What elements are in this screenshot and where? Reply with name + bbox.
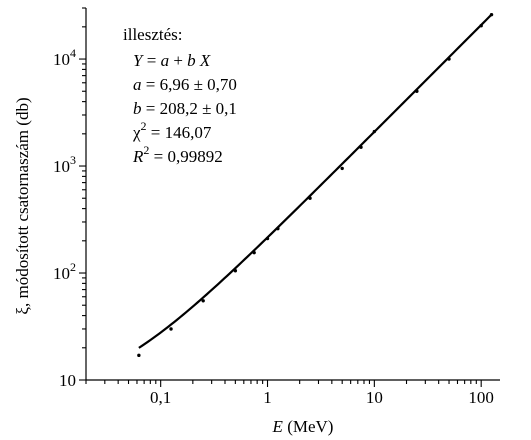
y-tick-label: 103 xyxy=(53,153,76,176)
x-axis-title: E (MeV) xyxy=(272,417,334,436)
data-point xyxy=(479,23,483,28)
axes xyxy=(85,8,500,381)
data-point xyxy=(340,166,344,171)
data-point xyxy=(233,269,238,273)
data-point xyxy=(265,236,270,241)
fit-line-text: Y = a + b X xyxy=(133,51,211,70)
data-point xyxy=(447,57,451,61)
y-tick-label: 10 xyxy=(59,371,76,390)
fit-line-text: b = 208,2 ± 0,1 xyxy=(133,99,237,118)
fit-line-text: R2 = 0,99892 xyxy=(132,143,223,166)
data-point xyxy=(308,196,312,200)
x-tick-label: 0,1 xyxy=(150,388,171,407)
x-tick-label: 10 xyxy=(366,388,383,407)
data-point xyxy=(276,226,280,231)
x-tick-label: 100 xyxy=(468,388,494,407)
data-point xyxy=(372,129,377,134)
data-point xyxy=(201,299,205,303)
x-tick-label: 1 xyxy=(263,388,272,407)
data-point xyxy=(359,145,363,149)
fit-annotation: illesztés: Y = a + b X a = 6,96 ± 0,70 b = … xyxy=(123,25,237,166)
ticks xyxy=(79,7,482,387)
data-point xyxy=(489,12,494,17)
data-point xyxy=(169,327,173,331)
fit-line xyxy=(138,13,493,349)
fit-header: illesztés: xyxy=(123,25,182,44)
data-point xyxy=(415,89,419,93)
y-axis-title: ξ, módosított csatornaszám (db) xyxy=(13,97,32,314)
y-tick-label: 104 xyxy=(53,46,76,69)
fit-line-text: a = 6,96 ± 0,70 xyxy=(133,75,237,94)
data-points xyxy=(137,12,494,358)
tick-labels: 0,1 1 10 100 10 102 103 104 xyxy=(53,46,494,407)
data-point xyxy=(137,353,141,358)
y-tick-label: 102 xyxy=(53,260,76,283)
fit-line-text: χ2 = 146,07 xyxy=(132,119,212,142)
data-point xyxy=(252,250,256,255)
